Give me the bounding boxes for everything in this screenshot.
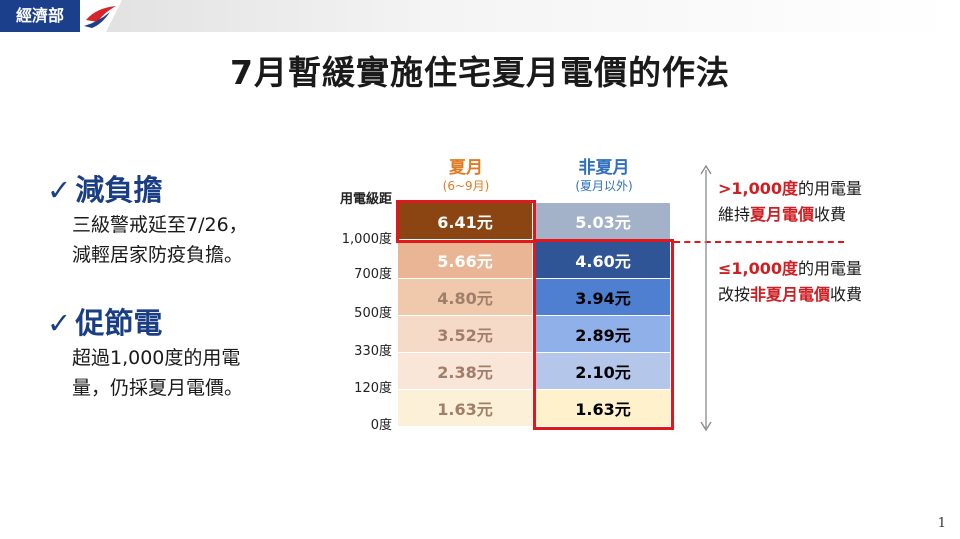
ministry-logo-icon xyxy=(80,0,122,32)
threshold-divider xyxy=(674,241,844,243)
point-line: 量，仍採夏月電價。 xyxy=(72,377,244,399)
tier-label: 1,000度 xyxy=(341,232,392,247)
price-cell-non-summer: 1.63元 xyxy=(536,390,670,426)
price-cell-summer: 6.41元 xyxy=(398,203,532,239)
column-header-non-summer: 非夏月 (夏月以外) xyxy=(536,158,672,194)
tier-label: 330度 xyxy=(354,344,392,359)
column-title: 非夏月 xyxy=(578,158,630,178)
column-subtitle: (夏月以外) xyxy=(575,179,633,193)
note-text: 收費 xyxy=(830,285,863,304)
top-bar xyxy=(0,0,960,32)
tier-label: 0度 xyxy=(370,418,392,433)
note-rate: 夏月電價 xyxy=(750,205,815,224)
ministry-label: 經濟部 xyxy=(0,0,80,32)
note-text: 改按 xyxy=(718,285,751,304)
tier-label: 500度 xyxy=(354,306,392,321)
point-title: 減負擔 xyxy=(75,173,163,207)
price-cell-non-summer: 2.89元 xyxy=(536,316,670,352)
note-text: 的用電量 xyxy=(798,259,863,278)
note-threshold: >1,000度 xyxy=(718,179,799,198)
price-cell-summer: 2.38元 xyxy=(398,353,532,389)
tier-label: 120度 xyxy=(354,381,392,396)
note-rate: 非夏月電價 xyxy=(750,285,831,304)
column-subtitle: (6~9月) xyxy=(442,179,490,193)
price-cell-non-summer: 2.10元 xyxy=(536,353,670,389)
row-header: 用電級距 xyxy=(339,192,392,207)
note-text: 維持 xyxy=(718,205,751,224)
price-cell-summer: 1.63元 xyxy=(398,390,532,426)
note-threshold: ≤1,000度 xyxy=(718,259,799,278)
column-header-summer: 夏月 (6~9月) xyxy=(398,158,534,194)
price-cell-non-summer: 5.03元 xyxy=(536,203,670,239)
tier-label: 700度 xyxy=(354,267,392,282)
check-icon: ✓ xyxy=(47,173,72,207)
price-cell-non-summer: 3.94元 xyxy=(536,279,670,315)
column-title: 夏月 xyxy=(449,158,483,178)
page-number: 1 xyxy=(937,516,946,531)
point-save-power: ✓ 促節電 超過1,000度的用電 量，仍採夏月電價。 xyxy=(47,303,243,403)
point-line: 減輕居家防疫負擔。 xyxy=(72,244,244,266)
page-title: 7月暫緩實施住宅夏月電價的作法 xyxy=(230,53,730,92)
point-title: 促節電 xyxy=(75,306,163,340)
note-above-threshold: >1,000度的用電量 維持夏月電價收費 xyxy=(718,176,862,228)
point-line: 超過1,000度的用電 xyxy=(72,347,241,369)
price-cell-summer: 5.66元 xyxy=(398,242,532,278)
note-below-threshold: ≤1,000度的用電量 改按非夏月電價收費 xyxy=(718,256,862,308)
price-cell-summer: 4.80元 xyxy=(398,279,532,315)
range-arrow-icon xyxy=(700,164,712,432)
price-cell-summer: 3.52元 xyxy=(398,316,532,352)
note-text: 的用電量 xyxy=(798,179,863,198)
non-summer-highlight-box xyxy=(533,239,674,430)
summer-highlight-box xyxy=(396,200,536,243)
note-text: 收費 xyxy=(814,205,847,224)
price-cell-non-summer: 4.60元 xyxy=(536,242,670,278)
point-reduce-burden: ✓ 減負擔 三級警戒延至7/26， 減輕居家防疫負擔。 xyxy=(47,170,248,270)
check-icon: ✓ xyxy=(47,306,72,340)
point-line: 三級警戒延至7/26， xyxy=(72,214,248,236)
